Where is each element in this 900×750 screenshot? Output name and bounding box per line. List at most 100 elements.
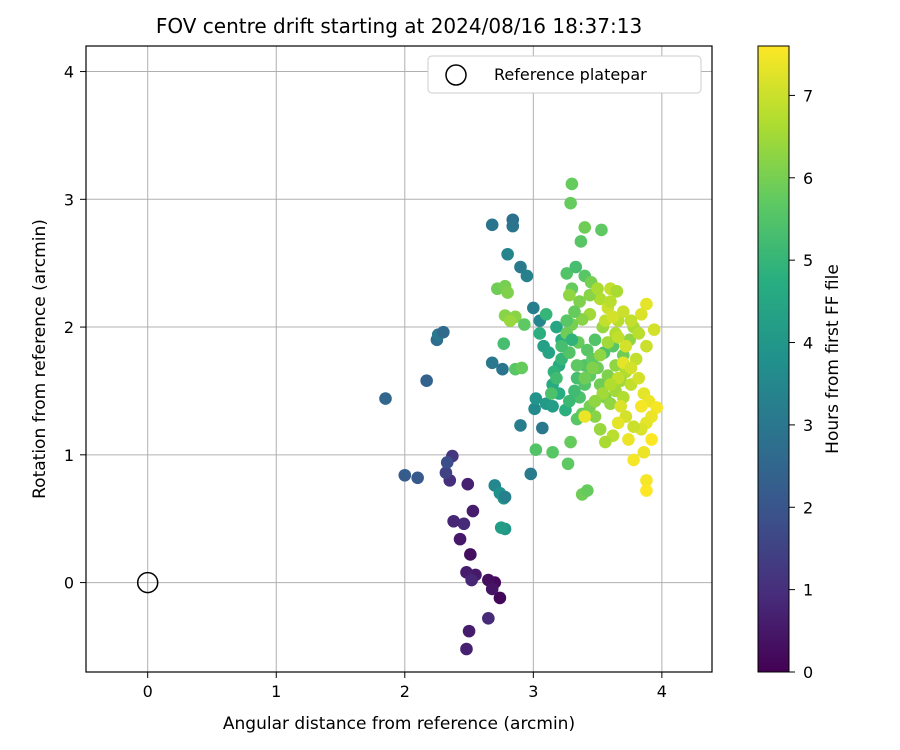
y-tick-label: 3 — [64, 190, 74, 209]
data-point — [569, 260, 583, 274]
data-point — [518, 318, 531, 331]
colorbar-tick-label: 5 — [803, 251, 813, 270]
legend-marker-icon — [445, 64, 467, 86]
data-point — [533, 327, 547, 340]
data-point — [379, 392, 392, 405]
data-point — [529, 392, 543, 405]
colorbar: 0 1 2 3 4 5 6 7 Hours from first FF file — [757, 45, 843, 682]
colorbar-label: Hours from first FF file — [823, 264, 843, 454]
data-point — [640, 484, 653, 497]
data-point — [501, 247, 514, 261]
data-point — [596, 387, 610, 400]
data-point — [453, 532, 467, 546]
data-point — [527, 301, 540, 315]
data-point — [565, 177, 579, 191]
data-point — [632, 327, 646, 340]
data-point — [568, 305, 581, 319]
data-point — [461, 477, 475, 491]
data-point — [627, 453, 640, 467]
legend-box — [427, 55, 702, 94]
data-point — [640, 297, 653, 311]
data-point — [586, 361, 599, 375]
data-point — [462, 624, 476, 638]
data-point — [645, 433, 658, 446]
data-point — [498, 490, 512, 504]
data-point — [578, 371, 592, 385]
y-tick-label: 1 — [64, 446, 74, 465]
data-point — [550, 371, 563, 385]
data-point — [528, 402, 541, 416]
data-point — [506, 219, 520, 233]
data-point — [524, 467, 538, 481]
data-point — [563, 288, 576, 302]
data-point — [447, 514, 460, 528]
data-point — [501, 286, 514, 299]
data-point — [457, 517, 471, 531]
legend-entry-label: Reference platepar — [494, 65, 647, 84]
colorbar-tick-label: 4 — [803, 334, 813, 353]
data-point — [578, 221, 592, 234]
data-point — [601, 336, 615, 349]
data-points — [379, 177, 664, 656]
data-point — [514, 260, 527, 274]
chart-title: FOV centre drift starting at 2024/08/16 … — [156, 14, 642, 38]
data-point — [460, 642, 473, 656]
data-point — [591, 282, 604, 296]
x-tick-label: 1 — [271, 682, 281, 701]
y-tick-label: 4 — [64, 63, 74, 82]
legend: Reference platepar — [427, 55, 702, 94]
colorbar-ticks: 0 1 2 3 4 5 6 7 — [789, 86, 813, 682]
colorbar-tick-label: 0 — [803, 663, 813, 682]
data-point — [581, 484, 594, 497]
x-tick-label: 0 — [143, 682, 153, 701]
data-point — [561, 457, 575, 471]
colorbar-tick-label: 3 — [803, 416, 813, 435]
data-point — [593, 348, 607, 362]
data-point — [614, 399, 628, 413]
data-point — [588, 394, 602, 408]
data-point — [465, 573, 478, 587]
colorbar-tick-label: 7 — [803, 86, 813, 105]
data-point — [514, 419, 527, 432]
x-tick-label: 3 — [528, 682, 538, 701]
data-point — [564, 196, 577, 210]
plot-frame — [85, 45, 713, 673]
data-point — [550, 320, 563, 334]
data-point — [619, 339, 633, 353]
data-point — [420, 374, 433, 388]
data-point — [632, 371, 646, 385]
data-point — [595, 223, 608, 237]
data-point — [574, 235, 588, 248]
data-point — [575, 313, 589, 326]
y-axis-label: Rotation from reference (arcmin) — [30, 219, 50, 499]
data-point — [606, 310, 620, 324]
data-point — [647, 323, 661, 336]
x-axis-label: Angular distance from reference (arcmin) — [223, 714, 575, 734]
y-axis-ticks: 0 1 2 3 4 — [64, 63, 86, 593]
y-tick-label: 0 — [64, 574, 74, 593]
data-point — [545, 387, 558, 400]
data-point — [411, 471, 424, 485]
data-point — [546, 399, 559, 413]
y-tick-label: 2 — [64, 318, 74, 337]
data-point — [536, 421, 549, 435]
data-point — [588, 333, 602, 347]
data-point — [599, 435, 612, 449]
data-point — [624, 361, 638, 375]
data-point — [485, 582, 499, 596]
data-point — [593, 292, 607, 306]
data-point — [539, 307, 553, 321]
data-point — [573, 295, 586, 308]
x-tick-label: 4 — [657, 682, 667, 701]
data-point — [593, 422, 607, 436]
data-point — [588, 410, 602, 423]
data-point — [622, 433, 635, 446]
colorbar-tick-label: 6 — [803, 169, 813, 188]
x-tick-label: 2 — [400, 682, 410, 701]
data-point — [617, 305, 630, 319]
data-point — [464, 548, 477, 561]
data-point — [497, 337, 511, 350]
data-point — [485, 356, 499, 370]
data-point — [560, 267, 574, 280]
